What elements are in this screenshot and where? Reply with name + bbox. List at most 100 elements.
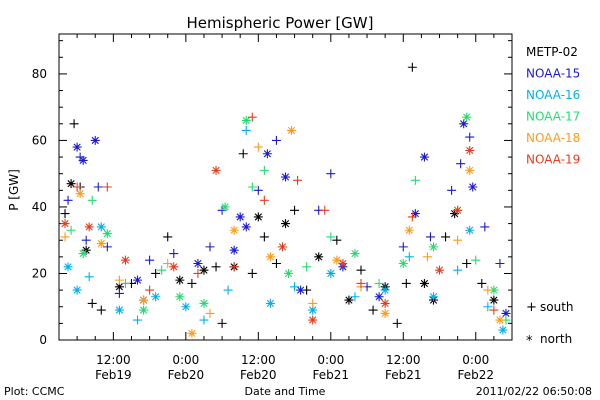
y-tick-label: 60 <box>32 133 47 147</box>
data-point-south <box>114 275 124 285</box>
data-point-south <box>72 182 82 192</box>
x-tick-time-label: 0:00 <box>172 353 199 367</box>
data-point-north <box>398 259 408 268</box>
data-point-north <box>308 305 318 315</box>
data-point-south <box>489 305 499 315</box>
legend-entry: METP-02 <box>526 45 578 59</box>
data-point-south <box>247 182 257 192</box>
data-point-north <box>120 255 130 265</box>
data-point-north <box>308 315 318 325</box>
x-tick-time-label: 0:00 <box>317 353 344 367</box>
data-point-south <box>238 149 248 159</box>
data-point-north <box>284 268 294 278</box>
data-point-south <box>407 62 417 72</box>
data-point-south <box>114 288 124 298</box>
data-point-north <box>296 285 306 295</box>
data-point-north <box>380 308 390 318</box>
data-point-south <box>477 278 487 288</box>
data-point-north <box>489 285 499 295</box>
y-tick-label: 80 <box>32 67 47 81</box>
data-point-north <box>419 152 429 162</box>
data-point-south <box>483 285 493 295</box>
data-point-north <box>133 275 143 285</box>
x-tick-date-label: Feb20 <box>240 368 277 382</box>
data-point-north <box>193 259 203 268</box>
data-point-south <box>193 268 203 278</box>
data-point-north <box>72 285 82 295</box>
data-point-south <box>425 232 435 242</box>
data-point-south <box>187 278 197 288</box>
data-point-north <box>72 142 82 152</box>
x-axis: 12:00Feb190:00Feb2012:00Feb200:00Feb2112… <box>58 34 513 382</box>
data-point-north <box>410 209 420 219</box>
south-marker-symbol: + <box>526 300 537 315</box>
data-point-south <box>169 249 179 259</box>
data-point-north <box>114 282 124 292</box>
data-point-south <box>368 305 378 315</box>
data-point-south <box>326 232 336 242</box>
data-point-north <box>78 249 88 259</box>
data-point-south <box>465 132 475 142</box>
data-point-north <box>114 305 124 315</box>
south-marker-label: south <box>540 300 574 314</box>
data-point-south <box>205 242 215 252</box>
data-point-south <box>398 242 408 252</box>
legend: METP-02 NOAA-15 NOAA-16 NOAA-17 NOAA-18 NOAA-… <box>526 45 580 167</box>
plot-frame <box>58 33 513 341</box>
data-point-south <box>456 159 466 169</box>
data-point-north <box>332 255 342 265</box>
data-point-south <box>102 182 112 192</box>
data-point-south <box>290 282 300 292</box>
data-point-north <box>435 265 445 275</box>
data-point-south <box>259 195 269 205</box>
marker-legend: + south * north <box>526 300 574 349</box>
data-point-south <box>157 265 167 275</box>
data-point-north <box>96 222 106 232</box>
legend-entry: NOAA-18 <box>526 131 580 145</box>
data-point-south <box>63 195 73 205</box>
data-point-south <box>133 315 143 325</box>
x-axis-label: Date and Time <box>245 385 326 398</box>
data-point-north <box>453 205 463 215</box>
data-point-north <box>139 305 149 315</box>
data-point-north <box>287 125 297 135</box>
x-tick-date-label: Feb20 <box>168 368 205 382</box>
data-point-north <box>281 172 290 182</box>
data-point-south <box>217 318 227 328</box>
data-point-north <box>235 212 245 222</box>
data-point-north <box>265 298 275 308</box>
data-point-north <box>139 295 149 305</box>
data-point-south <box>87 195 97 205</box>
data-point-south <box>302 262 312 272</box>
data-point-south <box>392 318 402 328</box>
data-point-north <box>253 212 263 222</box>
data-point-north <box>468 182 478 192</box>
data-point-north <box>175 292 185 302</box>
data-point-south <box>422 252 432 262</box>
data-point-north <box>181 302 191 312</box>
data-point-north <box>374 292 384 302</box>
data-point-south <box>410 175 420 185</box>
data-point-north <box>220 202 230 212</box>
data-point-south <box>81 235 91 245</box>
data-point-south <box>87 298 97 308</box>
data-point-north <box>338 259 348 268</box>
data-point-south <box>163 232 173 242</box>
data-point-north <box>211 165 221 175</box>
data-point-north <box>428 242 438 252</box>
data-point-north <box>78 155 88 165</box>
legend-entry: NOAA-17 <box>526 110 580 124</box>
data-points <box>60 62 511 338</box>
data-point-north <box>465 145 475 155</box>
data-point-south <box>247 112 257 122</box>
data-point-south <box>471 255 481 265</box>
north-marker-label: north <box>540 332 572 346</box>
data-point-north <box>404 225 414 235</box>
x-tick-date-label: Feb21 <box>385 368 422 382</box>
data-point-south <box>241 125 251 135</box>
x-tick-date-label: Feb19 <box>95 368 132 382</box>
data-point-north <box>175 275 185 285</box>
data-point-south <box>271 259 281 268</box>
data-point-north <box>187 328 197 338</box>
data-point-south <box>453 265 463 275</box>
